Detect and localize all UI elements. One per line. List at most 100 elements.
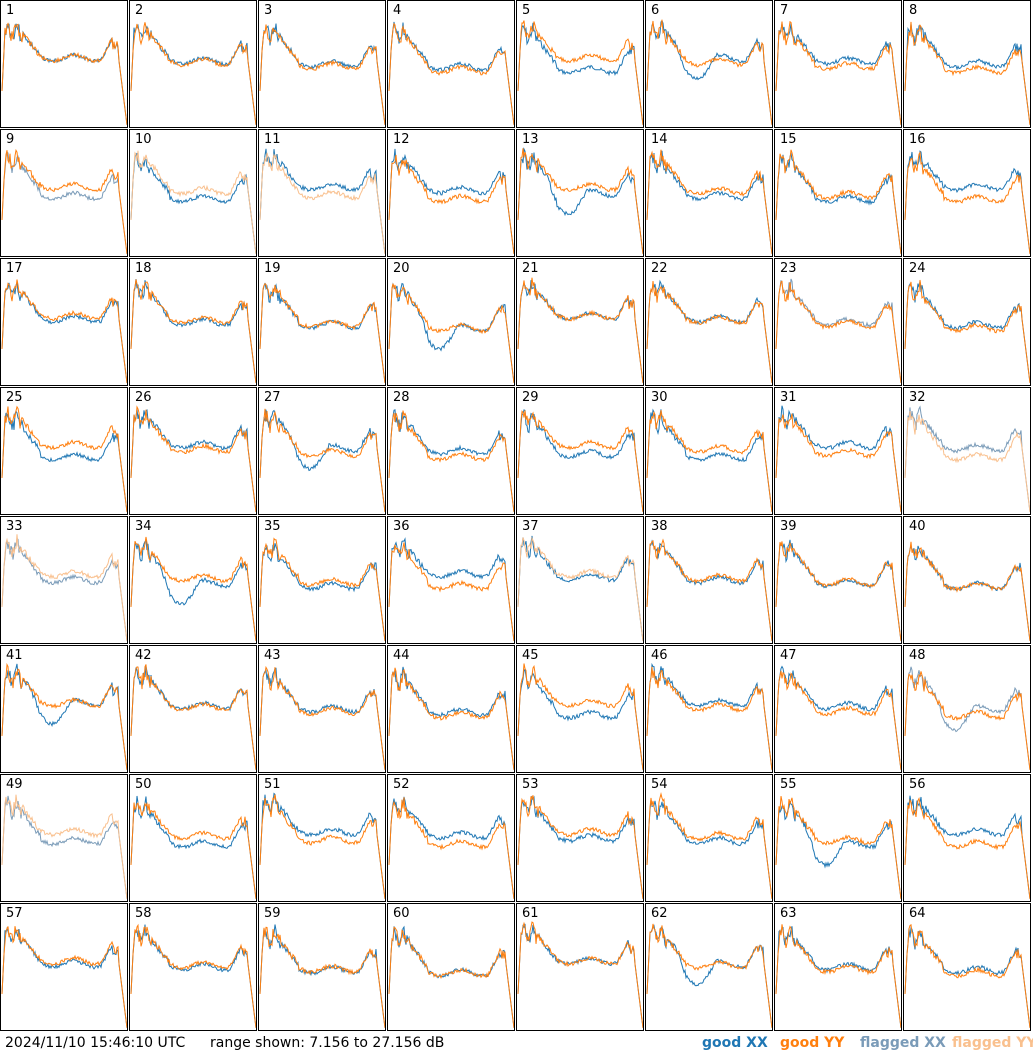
yy-line-24 <box>904 279 1030 384</box>
spectrum-plot-48 <box>904 666 1030 771</box>
panel-label-24: 24 <box>909 261 926 276</box>
panel-label-12: 12 <box>393 132 410 147</box>
xx-line-17 <box>1 282 127 384</box>
panel-7: 7 <box>774 0 902 128</box>
panel-label-51: 51 <box>264 777 281 792</box>
panel-label-15: 15 <box>780 132 797 147</box>
spectrum-plot-53 <box>517 795 643 900</box>
panel-label-46: 46 <box>651 648 668 663</box>
yy-line-43 <box>259 665 385 771</box>
panel-label-64: 64 <box>909 906 926 921</box>
footer: 2024/11/10 15:46:10 UTC range shown: 7.1… <box>0 1033 1033 1053</box>
xx-line-33 <box>1 537 127 642</box>
panel-label-31: 31 <box>780 390 797 405</box>
panel-label-48: 48 <box>909 648 926 663</box>
panel-44: 44 <box>387 645 515 773</box>
panel-label-8: 8 <box>909 3 918 18</box>
xx-line-54 <box>646 799 772 900</box>
panel-label-42: 42 <box>135 648 152 663</box>
spectrum-plot-25 <box>1 405 127 513</box>
spectrum-plot-61 <box>517 921 643 1029</box>
panel-13: 13 <box>516 129 644 257</box>
panel-8: 8 <box>903 0 1031 128</box>
panel-62: 62 <box>645 903 773 1031</box>
yy-line-58 <box>130 923 256 1029</box>
spectrum-plot-42 <box>130 664 256 771</box>
panel-label-32: 32 <box>909 390 926 405</box>
yy-line-10 <box>130 150 256 255</box>
spectrum-plot-51 <box>259 792 385 900</box>
yy-line-4 <box>388 22 514 126</box>
legend-good-xx: good XX <box>702 1035 768 1051</box>
panel-37: 37 <box>516 516 644 644</box>
panel-48: 48 <box>903 645 1031 773</box>
spectrum-plot-49 <box>1 794 127 900</box>
spectrum-plot-35 <box>259 537 385 642</box>
spectrum-plot-54 <box>646 792 772 900</box>
panel-47: 47 <box>774 645 902 773</box>
panel-label-63: 63 <box>780 906 797 921</box>
panel-label-61: 61 <box>522 906 539 921</box>
spectrum-plot-33 <box>1 534 127 642</box>
xx-line-63 <box>775 926 901 1029</box>
panel-18: 18 <box>129 258 257 386</box>
yy-line-42 <box>130 664 256 771</box>
xx-line-9 <box>1 150 127 255</box>
panel-label-35: 35 <box>264 519 281 534</box>
xx-line-11 <box>259 148 385 255</box>
xx-line-26 <box>130 409 256 513</box>
spectrum-plot-21 <box>517 277 643 384</box>
panel-label-17: 17 <box>6 261 23 276</box>
panel-36: 36 <box>387 516 515 644</box>
panel-label-37: 37 <box>522 519 539 534</box>
xx-line-25 <box>1 410 127 513</box>
spectrum-plot-20 <box>388 282 514 384</box>
panel-34: 34 <box>129 516 257 644</box>
spectrum-plot-31 <box>775 405 901 513</box>
panel-26: 26 <box>129 387 257 515</box>
spectrum-plot-2 <box>130 22 256 126</box>
yy-line-64 <box>904 923 1030 1029</box>
yy-line-6 <box>646 19 772 126</box>
spectrum-plot-6 <box>646 19 772 126</box>
panel-5: 5 <box>516 0 644 128</box>
panel-11: 11 <box>258 129 386 257</box>
yy-line-45 <box>517 663 643 771</box>
panel-4: 4 <box>387 0 515 128</box>
panel-label-30: 30 <box>651 390 668 405</box>
yy-line-23 <box>775 280 901 384</box>
panel-63: 63 <box>774 903 902 1031</box>
xx-line-7 <box>775 23 901 126</box>
xx-line-6 <box>646 19 772 126</box>
xx-line-51 <box>259 792 385 900</box>
xx-line-40 <box>904 543 1030 642</box>
panel-6: 6 <box>645 0 773 128</box>
panel-61: 61 <box>516 903 644 1031</box>
panel-24: 24 <box>903 258 1031 386</box>
xx-line-58 <box>130 924 256 1029</box>
spectrum-plot-32 <box>904 405 1030 513</box>
xx-line-2 <box>130 23 256 126</box>
xx-line-52 <box>388 796 514 900</box>
panel-35: 35 <box>258 516 386 644</box>
panel-label-33: 33 <box>6 519 23 534</box>
yy-line-3 <box>259 24 385 126</box>
xx-line-57 <box>1 926 127 1029</box>
yy-line-38 <box>646 538 772 642</box>
xx-line-19 <box>259 282 385 384</box>
spectrum-plot-27 <box>259 408 385 513</box>
xx-line-50 <box>130 795 256 900</box>
panel-2: 2 <box>129 0 257 128</box>
panel-label-62: 62 <box>651 906 668 921</box>
yy-line-57 <box>1 926 127 1029</box>
xx-line-13 <box>517 147 643 255</box>
panel-53: 53 <box>516 774 644 902</box>
panel-label-18: 18 <box>135 261 152 276</box>
panel-21: 21 <box>516 258 644 386</box>
yy-line-39 <box>775 541 901 642</box>
panel-label-58: 58 <box>135 906 152 921</box>
xx-line-42 <box>130 666 256 771</box>
yy-line-8 <box>904 21 1030 126</box>
spectrum-plot-10 <box>130 150 256 255</box>
xx-line-12 <box>388 148 514 255</box>
